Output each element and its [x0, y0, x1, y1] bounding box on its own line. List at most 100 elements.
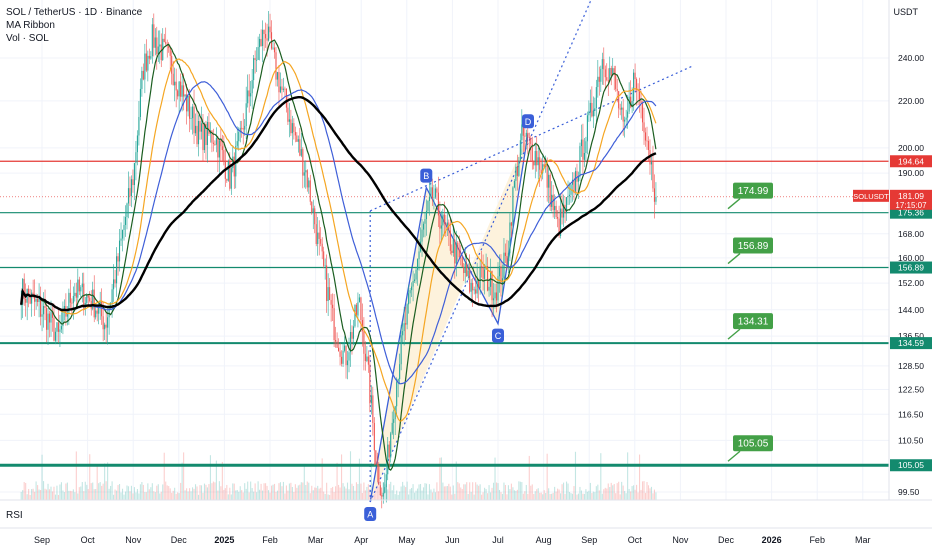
indicator-volume[interactable]: Vol · SOL — [6, 33, 49, 44]
volume-bar — [299, 484, 301, 500]
candle-body — [440, 225, 442, 229]
volume-bar — [63, 492, 65, 500]
volume-bar — [507, 485, 509, 500]
candle-body — [254, 58, 256, 60]
volume-bar — [190, 491, 192, 500]
volume-bar — [318, 488, 320, 500]
candle-body — [133, 163, 135, 186]
rsi-pane-label[interactable]: RSI — [6, 510, 23, 521]
candle-body — [305, 170, 307, 173]
candle-body — [154, 37, 156, 48]
volume-bar — [560, 493, 562, 500]
time-tick-label: Feb — [809, 535, 825, 545]
volume-bar — [267, 490, 270, 500]
volume-bar — [595, 486, 597, 500]
volume-bar — [428, 484, 431, 500]
candle-body — [217, 138, 219, 158]
candle-body — [650, 162, 653, 165]
volume-bar — [321, 458, 323, 500]
candle-body — [600, 68, 602, 82]
candle-body — [583, 152, 585, 160]
price-tick-label: 160.00 — [898, 253, 924, 263]
candle-body — [111, 289, 113, 303]
volume-bar — [135, 492, 137, 500]
volume-bar — [412, 484, 414, 500]
volume-bar — [272, 484, 274, 500]
candle-body — [43, 305, 45, 315]
volume-bar — [536, 489, 538, 500]
volume-bar — [498, 489, 501, 500]
volume-bar — [454, 493, 456, 500]
volume-bar — [297, 485, 299, 500]
volume-bar — [147, 483, 149, 500]
volume-bar — [148, 489, 150, 500]
volume-bar — [630, 491, 632, 500]
candle-body — [376, 464, 378, 466]
candle-body — [552, 194, 554, 211]
candle-body — [116, 256, 118, 284]
volume-bar — [512, 487, 514, 500]
volume-bar — [370, 462, 372, 500]
candle-body — [595, 87, 597, 109]
price-axis: 99.50 110.50 116.50 122.50 128.50 136.50 144.0… — [853, 53, 932, 497]
time-tick-label: Jun — [445, 535, 460, 545]
candle-body — [378, 465, 380, 486]
candle-body — [402, 331, 404, 336]
candle-body — [339, 351, 341, 357]
volume-bar — [209, 455, 211, 500]
candle-body — [472, 282, 474, 291]
volume-bar — [59, 484, 61, 500]
candle-body — [646, 140, 648, 142]
candle-body — [190, 118, 192, 119]
volume-bar — [306, 481, 308, 500]
volume-bar — [591, 493, 593, 500]
candle-body — [634, 72, 636, 80]
volume-bar — [189, 488, 191, 500]
candle-body — [221, 146, 223, 151]
volume-bar — [427, 494, 429, 500]
candle-body — [621, 107, 623, 110]
candle-body — [406, 304, 408, 325]
indicator-ma-ribbon[interactable]: MA Ribbon — [6, 20, 55, 31]
candle-body — [108, 307, 110, 318]
volume-bar — [227, 494, 229, 500]
volume-bar — [375, 486, 377, 500]
candle-body — [525, 132, 527, 137]
level-callout — [733, 435, 773, 452]
volume-bar — [69, 490, 71, 500]
volume-bar — [636, 484, 638, 500]
volume-bar — [451, 494, 453, 500]
price-tick-label: 128.50 — [898, 361, 924, 371]
candle-body — [647, 140, 650, 151]
volume-bar — [265, 483, 267, 500]
volume-bar — [437, 491, 439, 500]
volume-bar — [43, 481, 45, 500]
volume-bar — [469, 482, 471, 500]
candle-body — [168, 45, 170, 49]
candle-body — [163, 38, 165, 42]
volume-bar — [609, 487, 611, 500]
volume-bar — [236, 490, 238, 500]
candle-body — [589, 102, 591, 112]
candle-body — [416, 259, 419, 270]
candle-body — [265, 34, 267, 39]
volume-bar — [22, 490, 24, 500]
symbol-title[interactable]: SOL / TetherUS · 1D · Binance — [6, 7, 143, 18]
volume-bar — [62, 490, 64, 500]
volume-bar — [525, 484, 527, 500]
candle-body — [57, 322, 59, 332]
volume-bar — [510, 483, 512, 500]
volume-bar — [92, 482, 94, 500]
candle-body — [509, 222, 511, 254]
volume-bar — [531, 484, 533, 500]
volume-bar — [317, 485, 319, 500]
volume-bar — [625, 493, 627, 500]
candle-body — [214, 143, 216, 145]
volume-bar — [478, 485, 480, 500]
volume-bar — [104, 463, 106, 500]
volume-bar — [197, 494, 200, 500]
candle-body — [105, 324, 107, 328]
volume-bar — [558, 489, 560, 500]
